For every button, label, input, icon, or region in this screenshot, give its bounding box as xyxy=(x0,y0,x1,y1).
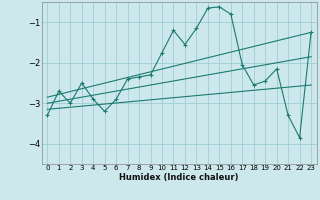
X-axis label: Humidex (Indice chaleur): Humidex (Indice chaleur) xyxy=(119,173,239,182)
